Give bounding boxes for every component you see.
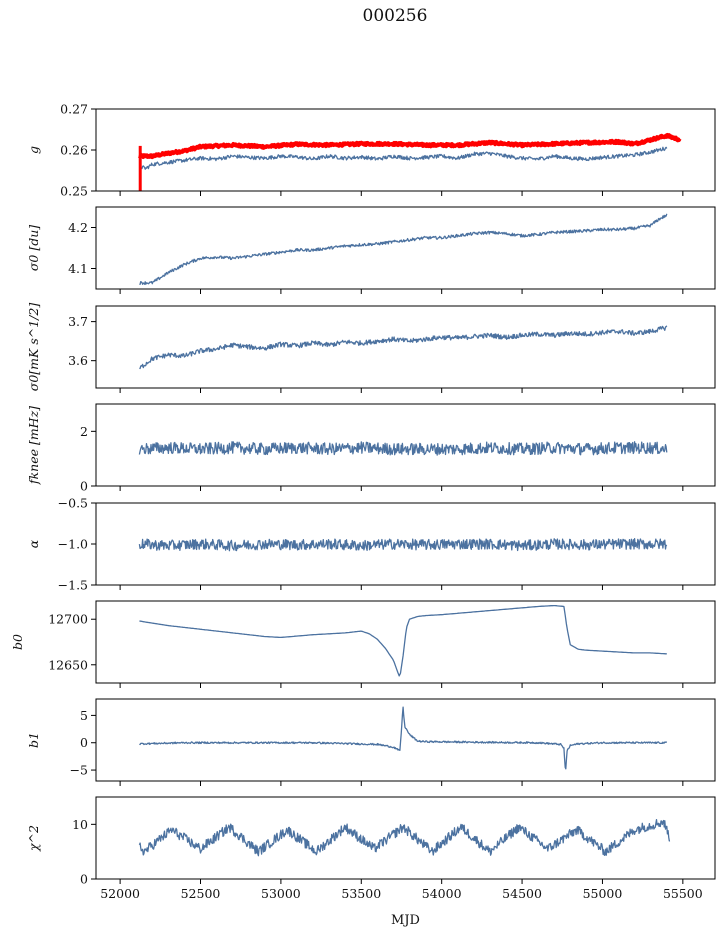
y-tick-label: 12700 [48,612,88,627]
y-tick-label: 3.7 [68,314,88,329]
series-group [138,818,671,857]
y-tick-label: 0 [80,872,88,887]
series-line [139,604,667,677]
y-axis-label: b1 [26,732,41,748]
y-tick-label: 2 [80,424,88,439]
panel-frame [95,206,716,290]
panel-frame [95,698,716,782]
y-axis-label: σ0 [du] [26,225,41,271]
series-line [139,325,668,370]
panel-alpha: −1.5 −1.0 −0.5 α [26,496,716,593]
y-tick-label: 5 [80,708,88,723]
y-axis-label: σ0[mK s^1/2] [26,303,41,392]
series-line [139,706,668,770]
panel-frame [95,600,716,684]
y-axis-label: χ^2 [26,825,41,852]
x-tick-label: 53000 [261,886,301,901]
series-group [137,132,682,191]
series-group [139,213,668,285]
series-line [138,818,671,857]
x-tick-label: 55500 [663,886,703,901]
panel-frame [95,796,716,880]
y-tick-label: 0.25 [60,184,88,199]
overlay-series-line [137,132,682,160]
series-line [139,213,668,285]
series-line [139,146,668,170]
y-tick-label: −0.5 [58,496,88,511]
panel-b0: 12650 12700 b0 [10,600,716,688]
panel-sigma0_mks: 3.6 3.7 σ0[mK s^1/2] [26,303,716,393]
y-axis-label: g [26,146,41,154]
y-tick-label: −1.5 [58,578,88,593]
series-group [139,706,668,770]
series-group [138,538,668,552]
y-tick-label: 0 [80,735,88,750]
panel-frame [95,305,716,389]
y-tick-label: −1.0 [58,537,88,552]
panel-g: 0.25 0.26 0.27 g [26,102,716,199]
panel-fknee: 0 2 fknee [mHz] [26,403,716,494]
y-tick-label: 0.27 [60,102,88,117]
y-tick-label: 12650 [48,657,88,672]
x-tick-label: 55000 [583,886,623,901]
y-tick-label: 4.2 [68,220,88,235]
y-tick-label: 0 [80,479,88,494]
y-axis-label: b0 [10,634,25,650]
series-line [138,538,668,552]
figure-title: 000256 [362,6,428,26]
x-tick-label: 54000 [422,886,462,901]
y-tick-label: −5 [70,763,88,778]
y-axis-label: α [26,539,41,548]
series-group [139,325,668,370]
series-line [138,441,668,456]
y-tick-label: 10 [72,817,88,832]
y-tick-label: 3.6 [68,353,88,368]
x-tick-label: 52000 [100,886,140,901]
series-group [138,441,668,456]
panel-sigma0: 4.1 4.2 σ0 [du] [26,206,716,294]
x-tick-label: 54500 [502,886,542,901]
y-tick-label: 0.26 [60,143,88,158]
x-tick-label: 52500 [181,886,221,901]
panel-frame [95,403,716,487]
series-group [139,604,667,677]
y-tick-label: 4.1 [68,261,88,276]
x-tick-label: 53500 [341,886,381,901]
panel-b1: −5 0 5 b1 [26,698,716,786]
panel-chi2: 52000 52500 53000 53500 54000 54500 55000 55500… [26,796,716,901]
x-axis-label: MJD [391,913,420,928]
y-axis-label: fknee [mHz] [26,406,41,485]
